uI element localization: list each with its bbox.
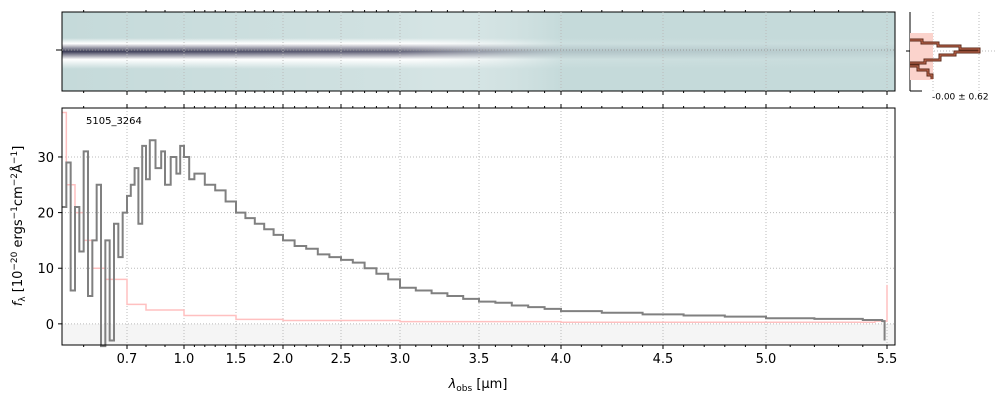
tick-layer: 0.7 1.0 1.5 2.0 2.5 3.0 3.5 4.0 4.5 5.0 5.5 0 10 20 30 [37, 10, 897, 367]
x-label-unit: [μm] [472, 377, 507, 392]
y-label-exp2: −1 [10, 206, 20, 219]
x-label-sub: obs [456, 384, 472, 394]
x-tick-label: 0.7 [117, 352, 138, 367]
x-tick-label: 5.0 [756, 352, 777, 367]
y-tick-label: 0 [46, 318, 54, 333]
histogram-step-inner [910, 39, 980, 79]
x-tick-label: 5.5 [877, 352, 898, 367]
x-tick-label: 2.5 [331, 352, 352, 367]
y-label-exp1: −20 [10, 251, 20, 270]
x-tick-label: 4.0 [551, 352, 572, 367]
y-tick-label: 20 [37, 207, 54, 222]
series-error [62, 111, 888, 323]
y-label-exp3: −2 [10, 173, 20, 186]
grid [62, 12, 895, 345]
y-label-exp4: −1 [10, 151, 20, 164]
x-tick-label: 1.5 [226, 352, 247, 367]
y-label-f: f [11, 299, 26, 306]
y-axis-label: fλ [10−20 ergs−1cm−2Å−1] [10, 146, 28, 307]
x-label-lambda: λ [448, 377, 457, 392]
y-label-sub: λ [18, 296, 28, 302]
y-label-unit: [10 [11, 271, 26, 297]
y-tick-label: 10 [37, 262, 54, 277]
y-label-ang: Å [10, 164, 26, 173]
x-tick-label: 2.0 [273, 352, 294, 367]
y-label-cm: cm [11, 186, 26, 206]
x-tick-label: 3.0 [390, 352, 411, 367]
histogram-stat-label: -0.00 ± 0.62 [932, 93, 989, 103]
x-tick-label: 3.5 [469, 352, 490, 367]
x-axis-label: λobs [μm] [448, 377, 508, 394]
object-label: 5105_3264 [86, 116, 142, 127]
series-flux [62, 139, 886, 348]
2d-spectrum-panel [56, 11, 896, 92]
x-tick-label: 4.5 [653, 352, 674, 367]
series-layer [62, 111, 888, 348]
y-label-ergs: ergs [11, 219, 26, 251]
y-tick-label: 30 [37, 151, 54, 166]
side-histogram-panel: -0.00 ± 0.62 [906, 12, 995, 103]
main-plot: 0.7 1.0 1.5 2.0 2.5 3.0 3.5 4.0 4.5 5.0 5.5 0 10 20 30… [10, 10, 897, 394]
histogram-gaussian [910, 33, 933, 80]
y-label-close: ] [11, 146, 26, 151]
x-tick-label: 1.0 [174, 352, 195, 367]
negative-region-shade [62, 324, 895, 345]
